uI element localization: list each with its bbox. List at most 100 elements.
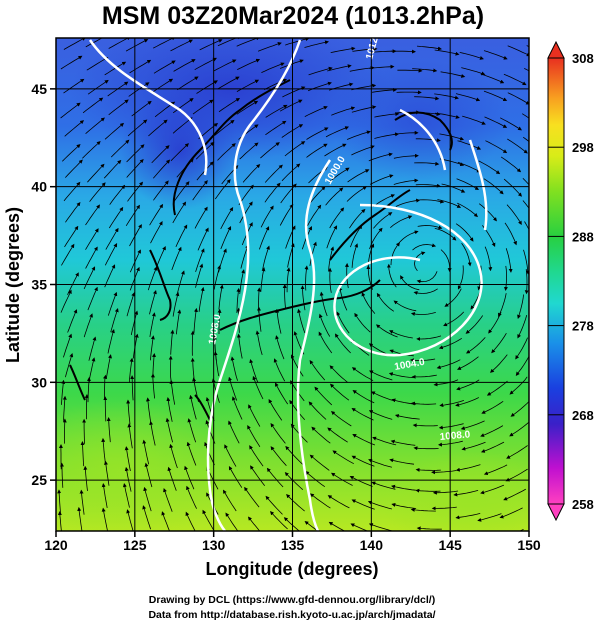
streamline-arrow xyxy=(171,246,182,271)
streamline-arrow xyxy=(168,355,173,381)
streamline-arrow xyxy=(248,404,261,427)
streamline-arrow xyxy=(261,62,285,73)
streamline-arrow xyxy=(285,38,310,46)
streamline-arrow xyxy=(350,224,363,248)
streamline-arrow xyxy=(108,206,124,229)
streamline-arrow xyxy=(368,458,393,468)
streamline-arrow xyxy=(218,97,241,113)
streamline-arrow xyxy=(104,264,116,288)
streamline-arrow xyxy=(286,494,305,512)
streamline-arrow xyxy=(394,413,420,420)
streamline-arrow xyxy=(326,225,338,249)
streamline-arrow xyxy=(64,120,85,137)
streamline-arrow xyxy=(309,493,331,509)
streamline-arrow xyxy=(390,242,400,266)
streamline-arrow xyxy=(125,204,140,227)
streamline-arrow xyxy=(161,511,170,531)
streamline-arrow xyxy=(80,441,85,467)
streamline-arrow xyxy=(412,423,438,428)
streamline-arrow xyxy=(524,68,529,72)
streamline-arrow xyxy=(173,59,196,72)
streamline-arrow xyxy=(89,182,106,202)
streamline-arrow xyxy=(77,506,83,531)
streamline-arrow xyxy=(386,263,397,288)
streamline-arrow xyxy=(204,441,215,466)
streamline-arrow xyxy=(176,270,185,295)
streamline-arrow xyxy=(61,379,66,405)
streamline-arrow xyxy=(145,397,152,423)
streamline-arrow xyxy=(190,330,195,356)
streamline-arrow xyxy=(506,204,522,226)
streamline-arrow xyxy=(515,337,528,360)
streamline-arrow xyxy=(217,308,222,334)
streamline-arrow xyxy=(275,335,285,360)
y-tick-label: 35 xyxy=(31,277,47,293)
streamline-arrow xyxy=(268,398,283,421)
streamline-arrow xyxy=(410,507,436,512)
streamline-arrow xyxy=(127,119,148,137)
streamline-arrow xyxy=(393,300,417,312)
streamline-arrow xyxy=(222,489,237,512)
streamline-arrow xyxy=(314,386,333,406)
streamline-arrow xyxy=(228,465,243,488)
streamline-arrow xyxy=(526,45,529,48)
streamline-arrow xyxy=(419,199,445,204)
streamline-arrow xyxy=(431,470,457,475)
colorbar-min-triangle xyxy=(547,503,565,522)
streamline-arrow xyxy=(83,266,96,290)
streamline-arrow xyxy=(225,512,239,531)
streamline-arrow xyxy=(85,228,99,250)
streamline-arrow xyxy=(436,359,461,370)
streamline-arrow xyxy=(103,460,110,486)
streamline-arrow xyxy=(264,164,283,183)
streamline-arrow xyxy=(455,513,481,520)
contour-label-1004: 1004.0 xyxy=(394,357,426,373)
streamline-arrow xyxy=(349,208,366,229)
streamline-arrow xyxy=(104,122,125,140)
streamline-arrow xyxy=(256,306,262,332)
map-title: MSM 03Z20Mar2024 (1013.2hPa) xyxy=(102,2,484,30)
streamline-arrow xyxy=(503,488,526,501)
streamline-arrow xyxy=(167,466,177,491)
streamline-arrow xyxy=(507,45,529,57)
streamline-arrow xyxy=(108,38,131,49)
streamline-arrow xyxy=(169,379,176,405)
streamline-arrow xyxy=(328,521,346,531)
streamline-arrow xyxy=(275,382,289,405)
footer-source: Data from http://database.rish.kyoto-u.a… xyxy=(148,609,435,621)
colorbar-ticks: 308 298 288 278 268 258 xyxy=(548,51,594,512)
streamline-arrow xyxy=(192,99,214,115)
streamline-arrow xyxy=(186,441,197,466)
streamline-arrow xyxy=(374,112,400,118)
streamline-arrow xyxy=(83,313,93,338)
streamline-arrow xyxy=(150,335,155,361)
coastlines xyxy=(69,79,453,421)
streamline-arrow xyxy=(480,484,505,495)
streamline-arrow xyxy=(465,315,484,334)
streamline-arrow xyxy=(334,333,351,354)
streamline-arrow xyxy=(142,505,151,530)
streamline-arrow xyxy=(368,410,393,420)
streamline-arrow xyxy=(431,506,457,511)
streamline-arrow xyxy=(311,426,331,444)
streamline-arrow xyxy=(217,38,242,47)
streamline-arrow xyxy=(331,106,356,116)
streamline-arrow xyxy=(82,140,101,159)
streamline-arrow xyxy=(189,394,197,420)
streamline-arrow xyxy=(415,183,441,188)
streamline-arrow xyxy=(213,59,237,72)
streamline-arrow xyxy=(57,511,62,531)
streamline-arrow xyxy=(481,400,504,414)
streamline-arrow xyxy=(522,136,529,142)
streamline-arrow xyxy=(195,248,205,273)
colorbar-tick-label: 288 xyxy=(572,229,594,244)
streamline-arrow xyxy=(63,38,86,50)
streamline-arrow xyxy=(483,464,508,476)
streamline-arrow xyxy=(484,246,493,272)
streamline-arrow xyxy=(461,441,486,451)
streamline-arrow xyxy=(281,163,301,182)
contour-label-1008: 1008.0 xyxy=(207,313,223,345)
streamline-arrow xyxy=(231,396,243,420)
streamline-arrow xyxy=(279,59,304,69)
